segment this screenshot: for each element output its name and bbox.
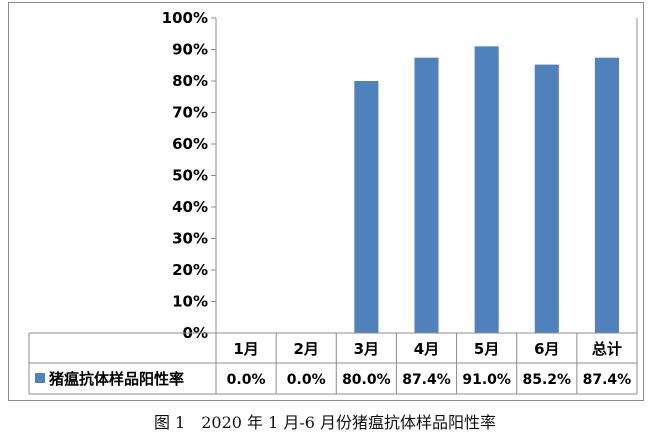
category-label: 6月 [534, 340, 559, 358]
y-tick-label: 50% [172, 167, 208, 185]
y-tick-label: 100% [162, 9, 208, 27]
category-label: 4月 [414, 340, 439, 358]
data-table-value: 91.0% [462, 372, 511, 388]
bar-3月 [354, 81, 379, 333]
data-table-value: 0.0% [287, 372, 326, 388]
y-tick-label: 60% [172, 135, 208, 153]
y-tick-label: 70% [172, 104, 208, 122]
legend-key [35, 373, 45, 383]
y-tick-label: 20% [172, 261, 208, 279]
figure-caption: 图 1 2020 年 1 月-6 月份猪瘟抗体样品阳性率 [153, 413, 497, 432]
category-label: 2月 [293, 340, 318, 358]
chart-frame: 0% 10% 20% 30% 40% 50% 60% 70% 80% 90% 100% 1月 2月 3月 4… [8, 2, 644, 401]
bar-5月 [474, 46, 499, 333]
y-tick-label: 10% [172, 293, 208, 311]
data-table-value: 0.0% [227, 372, 266, 388]
bar-总计 [594, 57, 619, 333]
data-table-value: 80.0% [342, 372, 391, 388]
data-table-value: 85.2% [522, 372, 571, 388]
bar-chart: 0%10%20%30%40%50%60%70%80%90%100%1月 2月 3月 4… [28, 9, 638, 395]
y-tick-label: 90% [172, 41, 208, 59]
y-tick-label: 40% [172, 198, 208, 216]
y-tick-label: 30% [172, 230, 208, 248]
y-tick-label: 80% [172, 72, 208, 90]
bar-4月 [414, 57, 439, 333]
data-table-value: 87.4% [583, 372, 632, 388]
category-label: 1月 [233, 340, 258, 358]
legend-series-name: 猪瘟抗体样品阳性率 [48, 370, 184, 388]
bar-6月 [534, 64, 559, 333]
category-label: 总计 [592, 340, 622, 358]
category-label: 3月 [354, 340, 379, 358]
category-label: 5月 [474, 340, 499, 358]
data-table-value: 87.4% [402, 372, 451, 388]
